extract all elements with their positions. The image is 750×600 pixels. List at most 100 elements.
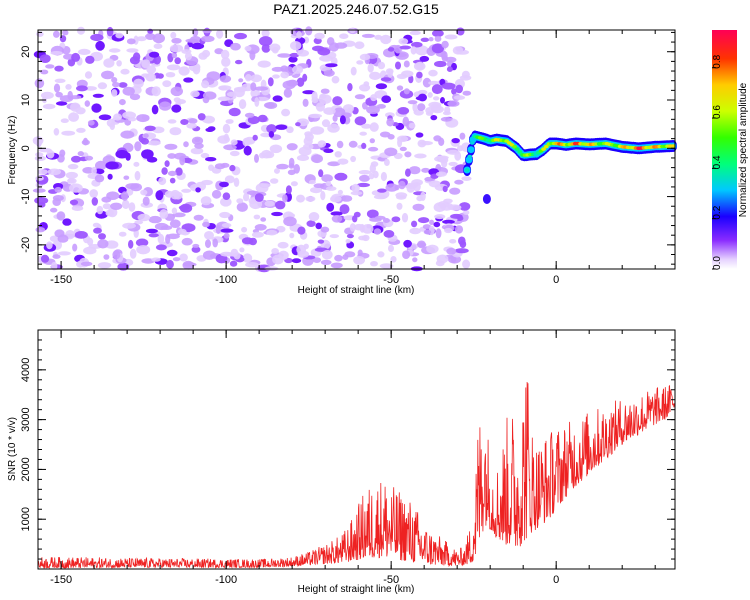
noise-blob-583 <box>323 69 335 77</box>
noise-blob-853 <box>34 197 49 205</box>
noise-blob-502 <box>74 231 88 239</box>
noise-blob-914 <box>290 41 302 51</box>
noise-blob-1081 <box>353 255 365 265</box>
noise-blob-132 <box>412 203 425 211</box>
snr-y-ticks: 1000 2000 3000 4000 <box>20 329 675 570</box>
noise-blob-682 <box>277 53 292 58</box>
noise-blob-920 <box>91 197 99 206</box>
spec-x-tick-label: -50 <box>383 274 399 286</box>
noise-blob-831 <box>334 42 348 49</box>
noise-blob-107 <box>395 61 401 70</box>
noise-blob-1070 <box>362 234 370 242</box>
noise-blob-963 <box>80 261 93 267</box>
noise-blob-401 <box>84 71 93 79</box>
noise-blob-475 <box>422 77 432 88</box>
noise-blob-638 <box>164 143 178 150</box>
snr-panel: -150 -100 -50 0 1000 2000 3000 4000 Height of … <box>7 329 676 595</box>
noise-blob-935 <box>230 139 238 146</box>
snr-x-axis-label: Height of straight line (km) <box>298 584 415 595</box>
noise-blob-208 <box>78 48 91 56</box>
noise-blob-635 <box>103 254 110 260</box>
noise-blob-1013 <box>369 122 379 132</box>
noise-blob-744 <box>164 190 174 198</box>
noise-blob-1052 <box>382 218 390 223</box>
noise-blob-1047 <box>47 168 61 176</box>
noise-blob-879 <box>408 122 416 129</box>
noise-blob-706 <box>446 66 453 72</box>
noise-blob-966 <box>377 251 385 258</box>
noise-blob-688 <box>121 199 130 209</box>
noise-blob-456 <box>225 119 234 124</box>
noise-blob-257 <box>455 84 464 94</box>
noise-blob-1092 <box>303 143 314 150</box>
noise-blob-392 <box>390 255 397 263</box>
noise-blob-860 <box>112 82 120 88</box>
noise-blob-941 <box>384 147 398 157</box>
noise-blob-821 <box>272 254 284 265</box>
noise-blob-1009 <box>339 115 346 125</box>
noise-blob-791 <box>442 185 448 193</box>
noise-blob-801 <box>214 163 226 170</box>
noise-blob-1024 <box>359 131 368 136</box>
ridge-core-29 <box>541 147 546 151</box>
noise-blob-184 <box>417 103 426 111</box>
noise-blob-344 <box>84 100 91 107</box>
noise-blob-960 <box>167 153 177 159</box>
noise-blob-957 <box>370 94 377 102</box>
noise-blob-848 <box>350 155 356 163</box>
noise-blob-978 <box>435 155 449 160</box>
noise-blob-406 <box>454 225 464 234</box>
noise-blob-875 <box>323 107 336 115</box>
noise-blob-1089 <box>134 170 141 181</box>
noise-blob-404 <box>369 138 375 144</box>
noise-blob-1037 <box>46 241 53 250</box>
noise-blob-437 <box>302 98 309 107</box>
noise-blob-516 <box>403 60 410 68</box>
noise-blob-952 <box>170 31 177 39</box>
noise-blob-954 <box>458 236 466 246</box>
noise-blob-429 <box>191 42 205 50</box>
noise-blob-867 <box>340 195 353 202</box>
noise-blob-145 <box>287 169 296 176</box>
noise-blob-1028 <box>178 205 190 211</box>
noise-blob-984 <box>111 77 118 83</box>
noise-blob-416 <box>261 29 270 38</box>
noise-blob-715 <box>121 191 129 201</box>
noise-blob-958 <box>254 97 260 107</box>
noise-blob-726 <box>236 198 244 204</box>
noise-blob-612 <box>233 177 240 187</box>
noise-blob-508 <box>60 118 69 123</box>
noise-blob-1027 <box>359 223 365 233</box>
noise-blob-1093 <box>311 91 318 101</box>
noise-blob-1029 <box>107 173 113 180</box>
noise-blob-1067 <box>35 175 44 181</box>
noise-blob-1071 <box>446 149 460 155</box>
noise-blob-846 <box>325 180 332 187</box>
noise-blob-412 <box>305 196 316 202</box>
noise-blob-151 <box>82 137 89 146</box>
noise-blob-227 <box>257 60 271 68</box>
spectrogram-frame <box>37 29 676 270</box>
noise-blob-866 <box>202 221 210 228</box>
noise-blob-580 <box>188 118 198 124</box>
ridge-mid-1 <box>465 156 473 164</box>
noise-blob-975 <box>115 149 129 159</box>
noise-blob-996 <box>334 151 342 158</box>
noise-blob-1030 <box>403 239 412 248</box>
noise-blob-1018 <box>151 86 161 97</box>
noise-blob-857 <box>223 144 237 151</box>
noise-blob-698 <box>136 245 151 255</box>
noise-blob-370 <box>220 49 230 60</box>
noise-blob-159 <box>350 66 357 76</box>
noise-blob-656 <box>177 228 187 235</box>
noise-blob-1017 <box>76 127 86 133</box>
noise-blob-524 <box>229 150 240 157</box>
noise-blob-878 <box>65 171 79 179</box>
noise-blob-512 <box>271 211 283 217</box>
noise-blob-1020 <box>46 149 55 159</box>
ridge-mid-2 <box>467 146 475 154</box>
noise-blob-1094 <box>223 232 230 239</box>
noise-blob-871 <box>148 233 159 238</box>
noise-blob-919 <box>321 249 333 260</box>
